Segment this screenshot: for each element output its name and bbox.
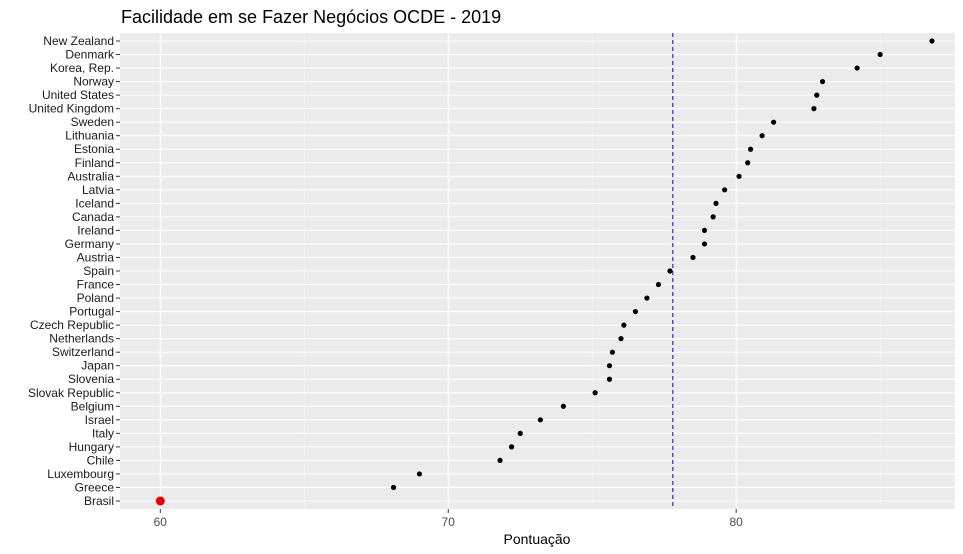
- data-point: [811, 106, 817, 112]
- chart-title: Facilidade em se Fazer Negócios OCDE - 2…: [121, 7, 501, 27]
- data-point-highlight: [155, 496, 165, 506]
- y-tick-label: New Zealand: [43, 34, 114, 48]
- y-tick-label: Iceland: [75, 196, 114, 210]
- data-point: [606, 376, 613, 382]
- y-tick-label: Japan: [81, 359, 114, 373]
- data-point: [814, 92, 820, 98]
- y-tick-label: United Kingdom: [29, 102, 114, 116]
- y-tick-label: Slovenia: [68, 372, 114, 386]
- y-tick-label: Korea, Rep.: [50, 61, 114, 75]
- y-tick-label: Israel: [85, 413, 114, 427]
- y-tick-label: Austria: [77, 250, 115, 264]
- data-point: [736, 173, 742, 179]
- data-point: [690, 254, 696, 261]
- data-point: [390, 484, 397, 491]
- data-point: [854, 65, 860, 71]
- y-tick-label: Norway: [73, 75, 114, 89]
- data-point: [560, 403, 567, 409]
- y-tick-label: Ireland: [77, 223, 114, 237]
- data-point: [710, 214, 716, 220]
- y-tick-label: Latvia: [82, 183, 114, 197]
- x-tick-label: 60: [154, 515, 168, 529]
- y-tick-label: Greece: [75, 480, 115, 494]
- y-tick-label: Netherlands: [49, 332, 114, 346]
- y-tick-label: Chile: [87, 453, 115, 467]
- data-point: [644, 295, 650, 301]
- x-axis-tick-labels: 60 70 80: [154, 509, 743, 529]
- data-point: [508, 444, 515, 450]
- y-tick-label: Portugal: [69, 305, 114, 319]
- data-point: [632, 308, 638, 315]
- y-tick-label: Brasil: [84, 494, 114, 508]
- data-point: [609, 349, 615, 355]
- x-axis-label: Pontuação: [504, 531, 571, 547]
- y-tick-label: Belgium: [71, 399, 114, 413]
- y-tick-label: Hungary: [69, 440, 114, 454]
- y-tick-label: Czech Republic: [30, 318, 114, 332]
- data-point: [517, 430, 523, 436]
- x-tick-label: 70: [442, 515, 456, 529]
- y-tick-label: Luxembourg: [47, 467, 114, 481]
- data-point: [701, 227, 708, 234]
- grid-lines: [120, 33, 955, 509]
- data-point: [819, 78, 826, 85]
- y-tick-label: Australia: [67, 169, 114, 183]
- y-tick-label: Canada: [72, 210, 114, 224]
- y-tick-label: Sweden: [71, 115, 114, 129]
- data-point: [497, 457, 503, 464]
- data-point: [722, 187, 728, 193]
- data-point: [537, 417, 543, 423]
- data-point: [713, 200, 719, 206]
- y-tick-label: Poland: [77, 291, 114, 305]
- data-point: [745, 160, 751, 166]
- data-point: [667, 268, 673, 274]
- data-point: [877, 51, 883, 58]
- x-tick-label: 80: [729, 515, 743, 529]
- data-point: [929, 38, 935, 44]
- y-tick-label: France: [77, 278, 115, 292]
- y-tick-label: Finland: [75, 156, 114, 170]
- y-tick-label: Denmark: [65, 48, 115, 62]
- data-point: [416, 471, 423, 477]
- data-point: [592, 390, 598, 396]
- data-point: [747, 146, 754, 152]
- y-tick-label: Italy: [92, 426, 114, 440]
- y-tick-label: United States: [42, 88, 114, 102]
- data-point: [759, 133, 765, 139]
- y-tick-label: Germany: [65, 237, 114, 251]
- y-tick-label: Lithuania: [65, 129, 114, 143]
- y-tick-label: Estonia: [74, 142, 114, 156]
- data-point: [621, 322, 627, 328]
- data-point: [701, 241, 708, 247]
- data-point: [771, 119, 777, 125]
- data-points: [155, 38, 935, 506]
- y-tick-label: Spain: [83, 264, 114, 278]
- data-point: [655, 281, 662, 288]
- y-tick-label: Switzerland: [52, 345, 114, 359]
- data-point: [618, 336, 624, 342]
- data-point: [606, 363, 613, 369]
- y-tick-label: Slovak Republic: [28, 386, 114, 400]
